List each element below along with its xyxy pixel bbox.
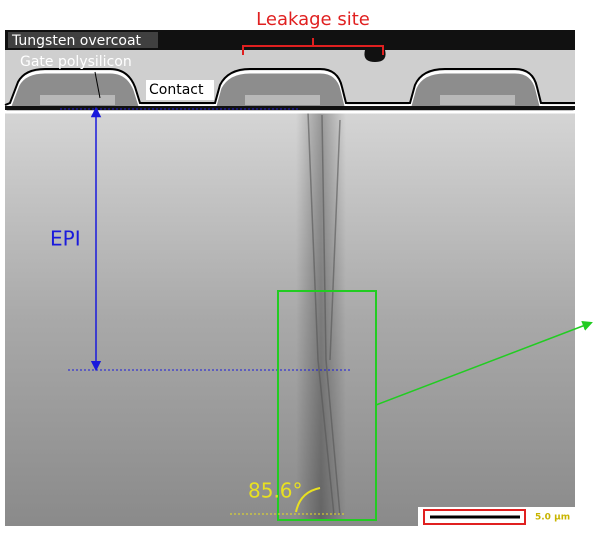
scale-box [423, 509, 526, 525]
interface [5, 106, 575, 110]
tungsten-layer [5, 30, 575, 50]
label: Tungsten overcoat [11, 33, 142, 49]
substrate [5, 108, 575, 526]
label-bg [8, 32, 158, 48]
bracket [242, 38, 384, 55]
label: EPI [50, 227, 81, 251]
zoom-box [277, 290, 377, 521]
angle-arc [295, 487, 321, 513]
gate-structures [3, 70, 577, 114]
gate-poly [245, 95, 320, 105]
scale-label: 5.0 µm [535, 513, 570, 523]
label: Leakage site [256, 9, 370, 30]
label: 85.6° [248, 479, 303, 503]
label-bg [146, 80, 214, 100]
gate-outline [4, 68, 575, 106]
pointer [94, 71, 101, 99]
void [364, 50, 386, 62]
gate-poly [40, 95, 115, 105]
zoom-arrow [375, 320, 593, 406]
defect-lines [307, 111, 341, 516]
gate-poly [440, 95, 515, 105]
label: Gate polysilicon [20, 54, 132, 70]
label: Contact [149, 82, 204, 98]
